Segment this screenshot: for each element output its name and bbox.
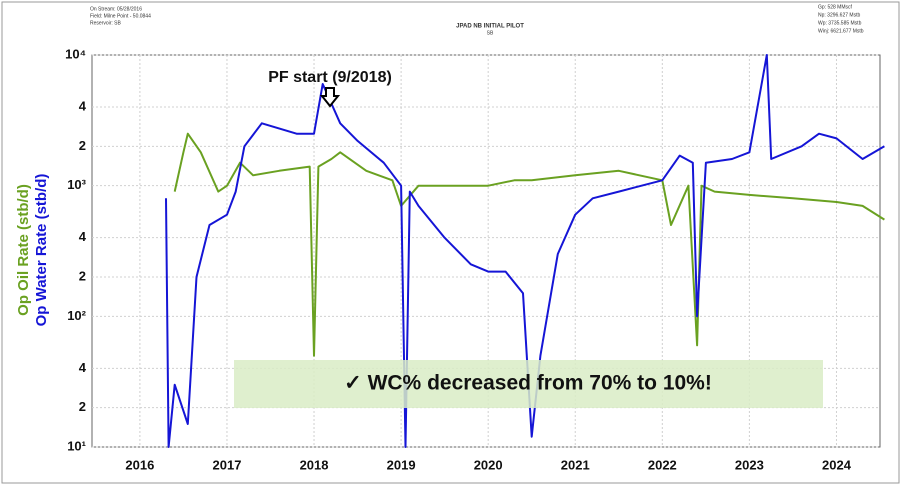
y-tick-label: 10² xyxy=(67,308,86,323)
header-right: Winj: 6621.677 Mstb xyxy=(818,28,864,34)
y-tick-label: 4 xyxy=(79,98,87,113)
chart-title: JPAD NB INITIAL PILOT xyxy=(456,24,524,30)
header-right: Wp: 3735.585 Mstb xyxy=(818,20,862,26)
header-left: On Stream: 05/28/2016 xyxy=(90,6,142,12)
header-left: Field: Milne Point - 50.0844 xyxy=(90,13,151,19)
arrow xyxy=(319,87,341,108)
header-right: Np: 3296.627 Mstb xyxy=(818,12,860,18)
annotation: PF start (9/2018) xyxy=(268,69,392,86)
callout-box xyxy=(234,360,823,408)
callout-text: ✓ WC% decreased from 70% to 10%! xyxy=(344,372,712,395)
y-tick-label: 10⁴ xyxy=(65,46,86,61)
y-tick-label: 10³ xyxy=(67,177,86,192)
y-tick-label: 2 xyxy=(79,399,86,414)
series-line xyxy=(165,54,885,448)
header-right: Gp: 528 MMscf xyxy=(818,4,853,10)
x-tick-label: 2020 xyxy=(474,457,503,472)
x-tick-label: 2016 xyxy=(125,457,154,472)
x-tick-label: 2024 xyxy=(822,457,852,472)
y-tick-label: 4 xyxy=(79,360,87,375)
series-line xyxy=(173,132,885,357)
y-axis-label: Op Water Rate (stb/d) xyxy=(33,174,50,327)
y-tick-label: 4 xyxy=(79,229,87,244)
x-tick-label: 2017 xyxy=(213,457,242,472)
x-tick-label: 2019 xyxy=(387,457,416,472)
y-tick-label: 2 xyxy=(79,138,86,153)
x-tick-label: 2022 xyxy=(648,457,677,472)
x-tick-label: 2018 xyxy=(300,457,329,472)
y-tick-label: 2 xyxy=(79,268,86,283)
chart-subtitle: SB xyxy=(487,30,494,36)
x-tick-label: 2021 xyxy=(561,457,590,472)
header-left: Reservoir: SB xyxy=(90,20,122,26)
y-axis-label: Op Oil Rate (stb/d) xyxy=(15,184,32,316)
x-tick-label: 2023 xyxy=(735,457,764,472)
y-tick-label: 10¹ xyxy=(67,438,86,453)
